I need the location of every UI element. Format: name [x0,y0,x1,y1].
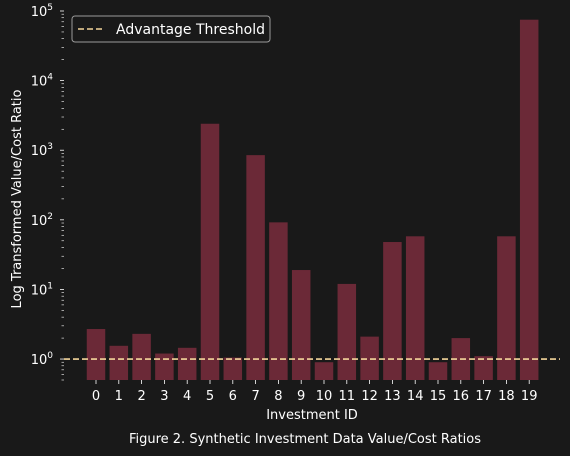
x-tick-label-5: 5 [206,389,214,404]
bar-18 [497,236,516,380]
bar-0 [86,329,106,380]
bar-12 [360,336,379,380]
figure-caption: Figure 2. Synthetic Investment Data Valu… [129,432,481,447]
bar-13 [383,242,402,380]
bar-15 [428,362,448,380]
x-tick-label-10: 10 [316,389,333,404]
x-tick-label-8: 8 [274,389,282,404]
x-tick-label-9: 9 [297,389,305,404]
x-tick-label-6: 6 [229,389,237,404]
x-tick-label-14: 14 [407,389,424,404]
y-tick-label-0: 100 [31,351,54,368]
bar-5 [200,123,220,380]
y-axis: 100 101 102 103 104 105 [31,3,64,381]
legend: Advantage Threshold [71,15,271,43]
bar-9 [291,270,311,380]
x-tick-label-11: 11 [339,389,356,404]
bar-17 [474,356,493,380]
x-tick-label-15: 15 [430,389,447,404]
bar-4 [177,347,197,380]
legend-box [71,15,271,43]
x-tick-label-4: 4 [183,389,191,404]
x-tick-label-12: 12 [361,389,378,404]
x-axis-label: Investment ID [266,408,358,423]
x-axis: 0 1 2 3 4 5 6 7 8 9 10 11 12 13 14 15 16 17 18 19 [92,380,538,404]
bar-8 [269,222,288,380]
bar-14 [405,236,425,380]
x-tick-label-19: 19 [521,389,538,404]
x-tick-label-17: 17 [475,389,492,404]
x-tick-label-13: 13 [384,389,401,404]
bars-group [86,19,539,381]
x-tick-label-0: 0 [92,389,100,404]
bar-3 [155,353,174,380]
bar-10 [314,362,334,380]
y-tick-label-5: 105 [31,3,53,20]
bar-19 [519,19,539,381]
x-tick-label-16: 16 [453,389,470,404]
bar-2 [132,333,151,380]
x-tick-label-18: 18 [498,389,515,404]
legend-label-threshold: Advantage Threshold [116,22,265,38]
x-tick-label-7: 7 [251,389,259,404]
bar-1 [109,345,129,380]
y-tick-label-2: 102 [31,212,53,229]
x-tick-label-3: 3 [160,389,168,404]
y-tick-label-3: 103 [31,142,53,159]
bar-11 [337,283,357,380]
y-tick-label-1: 101 [31,281,53,298]
x-tick-label-2: 2 [137,389,145,404]
x-tick-label-1: 1 [115,389,123,404]
bar-7 [246,155,265,380]
bar-6 [223,357,243,380]
y-axis-label: Log Transformed Value/Cost Ratio [10,90,25,309]
y-tick-label-4: 104 [31,73,54,90]
